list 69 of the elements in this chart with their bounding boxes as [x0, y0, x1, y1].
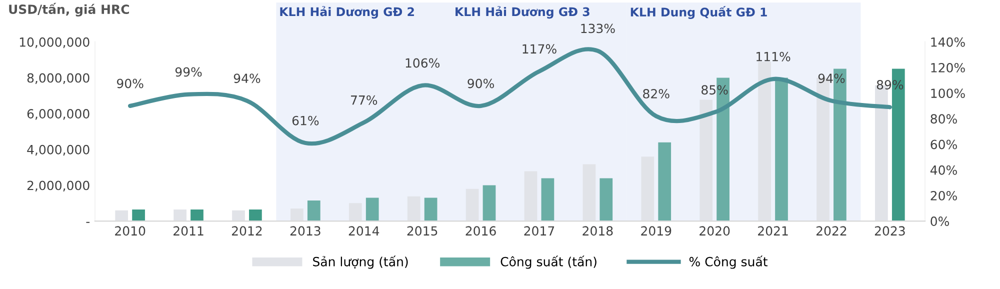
x-tick-label: 2019 — [641, 226, 672, 236]
data-label: 90% — [116, 78, 144, 88]
bar — [174, 209, 186, 222]
y-tick-label: - — [86, 222, 90, 223]
bar — [290, 208, 304, 222]
bar — [775, 78, 788, 222]
data-label: 117% — [522, 44, 556, 54]
legend-label: % Công suất — [689, 256, 768, 269]
x-tick-label: 2011 — [174, 226, 204, 236]
data-label: 99% — [175, 67, 202, 77]
bar — [582, 164, 596, 222]
bar — [115, 210, 128, 222]
bar — [424, 198, 438, 222]
x-tick-label: 2010 — [115, 226, 146, 236]
x-tick-label: 2013 — [290, 226, 320, 236]
bar — [758, 62, 771, 222]
y2-tick-label: 0% — [930, 216, 949, 226]
x-tick-label: 2023 — [874, 226, 905, 236]
bar — [600, 178, 613, 222]
bar — [700, 100, 713, 222]
bar — [249, 209, 262, 222]
bar — [658, 142, 672, 222]
data-label: 94% — [234, 74, 260, 84]
data-label: 77% — [351, 95, 378, 105]
bar — [307, 200, 320, 222]
band-label: KLH Hải Dương GĐ 2 — [280, 6, 414, 19]
band-label: KLH Dung Quất GĐ 1 — [630, 6, 767, 19]
y2-tick-label: 120% — [931, 62, 965, 72]
x-tick-label: 2020 — [700, 226, 730, 236]
band-label: KLH Hải Dương GĐ 3 — [456, 6, 590, 19]
x-tick-label: 2016 — [466, 226, 496, 236]
x-tick-label: 2014 — [348, 226, 380, 236]
legend-label: Sản lượng (tấn) — [313, 256, 408, 269]
bar — [348, 203, 362, 222]
y-tick-label: 4,000,000 — [27, 144, 90, 156]
y-tick-label: 6,000,000 — [27, 109, 90, 120]
y2-tick-label: 40% — [930, 165, 957, 175]
x-tick-label: 2018 — [582, 226, 613, 236]
bar — [232, 210, 245, 222]
y2-tick-label: 100% — [931, 88, 965, 98]
y2-tick-label: 80% — [930, 114, 957, 124]
y-axis-title: USD/tấn, giá HRC — [9, 2, 129, 17]
data-label: 106% — [406, 58, 440, 68]
data-label: 82% — [643, 88, 670, 98]
legend-label: Công suất (tấn) — [500, 256, 596, 269]
data-label: 111% — [756, 52, 790, 62]
y-tick-label: 8,000,000 — [27, 73, 90, 84]
bar — [466, 188, 479, 222]
bar — [641, 156, 654, 222]
bar — [541, 178, 554, 222]
y-tick-label: 2,000,000 — [27, 180, 90, 192]
bar — [524, 171, 538, 222]
data-label: 61% — [292, 116, 319, 126]
x-tick-label: 2021 — [758, 226, 788, 236]
bar — [482, 185, 496, 222]
bar — [366, 198, 379, 222]
y2-tick-label: 20% — [930, 190, 957, 200]
x-tick-label: 2015 — [407, 226, 438, 236]
y2-tick-label: 60% — [930, 140, 957, 150]
bar — [407, 196, 420, 222]
x-tick-label: 2017 — [524, 226, 554, 236]
y2-tick-label: 140% — [931, 37, 965, 47]
bar — [132, 209, 145, 222]
bar — [190, 209, 204, 222]
y-tick-label: 10,000,000 — [20, 37, 90, 48]
x-tick-label: 2012 — [232, 226, 262, 236]
data-label: 90% — [468, 78, 494, 88]
data-label: 133% — [581, 24, 615, 34]
x-tick-label: 2022 — [816, 226, 846, 236]
